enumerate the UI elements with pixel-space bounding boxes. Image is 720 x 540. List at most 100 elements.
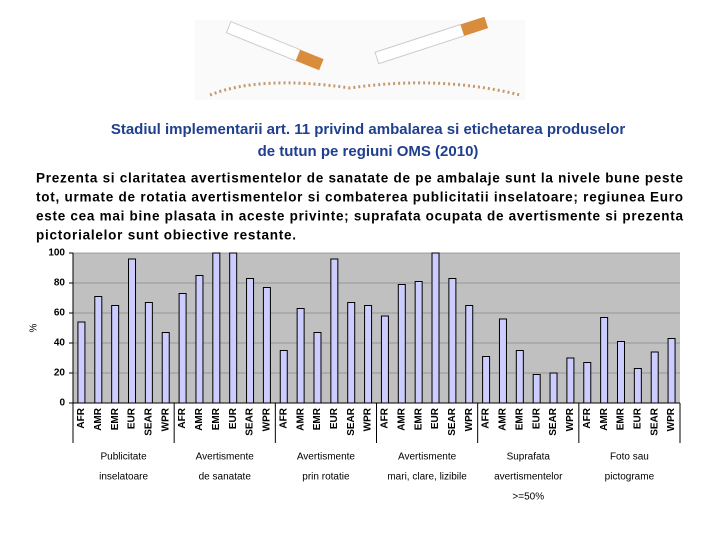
group-label: Avertismente	[196, 452, 255, 463]
bar	[549, 372, 558, 404]
x-tick-label: EUR	[228, 407, 239, 429]
x-tick-label: AMR	[599, 407, 610, 431]
bar	[279, 350, 288, 404]
x-tick-label: EUR	[430, 407, 441, 429]
x-tick-label: WPR	[160, 407, 171, 431]
bar	[262, 287, 271, 404]
y-tick-label: 0	[59, 398, 65, 409]
x-tick-label: AMR	[396, 407, 407, 431]
x-tick-label: SEAR	[649, 407, 660, 436]
x-tick-label: EMR	[110, 407, 121, 430]
bar	[296, 308, 305, 404]
bar	[431, 252, 440, 404]
y-tick-label: 20	[54, 368, 66, 379]
bar	[448, 278, 457, 404]
y-tick-label: 80	[54, 278, 66, 289]
x-tick-label: AFR	[177, 407, 188, 428]
y-tick-label: 60	[54, 308, 66, 319]
x-tick-label: EUR	[329, 407, 340, 429]
x-tick-label: AMR	[295, 407, 306, 431]
group-label: Foto sau	[610, 452, 649, 463]
group-label: pictograme	[605, 472, 655, 483]
cigarette-image	[195, 16, 525, 100]
y-tick-label: 40	[54, 338, 66, 349]
bar	[229, 252, 238, 404]
x-tick-label: SEAR	[245, 407, 256, 436]
bar	[161, 332, 170, 404]
group-label: >=50%	[512, 492, 544, 503]
bar	[650, 351, 659, 404]
subtitle: Prezenta si claritatea avertismentelor d…	[36, 171, 683, 186]
x-tick-label: AMR	[93, 407, 104, 431]
bar	[144, 302, 153, 404]
bar	[532, 374, 541, 404]
chart-title: de tutun pe regiuni OMS (2010)	[258, 143, 479, 160]
bar	[94, 296, 103, 404]
bar	[667, 338, 676, 404]
x-tick-label: AFR	[76, 407, 87, 428]
group-label: Publicitate	[101, 452, 148, 463]
x-tick-label: EUR	[127, 407, 138, 429]
group-label: prin rotatie	[302, 472, 350, 483]
x-tick-label: WPR	[363, 407, 374, 431]
bar	[566, 357, 575, 404]
bar	[600, 317, 609, 404]
subtitle: este cea mai bine plasata in aceste priv…	[36, 209, 683, 224]
bar	[313, 332, 322, 404]
group-label: avertismentelor	[494, 472, 563, 483]
bar	[397, 284, 406, 404]
subtitle: pictorialelor sunt obiective restante.	[36, 228, 296, 243]
chart-title: Stadiul implementarii art. 11 privind am…	[111, 121, 626, 138]
bar	[465, 305, 474, 404]
group-label: de sanatate	[199, 472, 252, 483]
bar	[380, 315, 389, 404]
x-tick-label: EUR	[531, 407, 542, 429]
bar	[195, 275, 204, 404]
x-tick-label: AFR	[380, 407, 391, 428]
subtitle: tot, urmate de rotatia avertismentelor s…	[36, 190, 683, 205]
y-tick-label: 100	[48, 248, 65, 259]
x-tick-label: EMR	[211, 407, 222, 430]
x-tick-label: WPR	[565, 407, 576, 431]
group-label: Avertismente	[398, 452, 457, 463]
bar	[212, 252, 221, 404]
x-tick-label: WPR	[666, 407, 677, 431]
x-tick-label: EMR	[514, 407, 525, 430]
bar	[515, 350, 524, 404]
group-label: inselatoare	[99, 472, 148, 483]
x-tick-label: AFR	[582, 407, 593, 428]
bar	[246, 278, 255, 404]
bar	[111, 305, 120, 404]
bar	[616, 341, 625, 404]
bar	[178, 293, 187, 404]
group-label: mari, clare, lizibile	[387, 472, 467, 483]
x-tick-label: SEAR	[144, 407, 155, 436]
x-tick-label: EUR	[632, 407, 643, 429]
x-tick-label: AFR	[481, 407, 492, 428]
bar	[414, 281, 423, 404]
group-label: Avertismente	[297, 452, 356, 463]
bar	[498, 318, 507, 404]
x-tick-label: AMR	[194, 407, 205, 431]
x-tick-label: EMR	[312, 407, 323, 430]
bar	[128, 258, 137, 404]
x-tick-label: WPR	[262, 407, 273, 431]
group-label: Suprafata	[507, 452, 551, 463]
x-tick-label: SEAR	[346, 407, 357, 436]
y-axis-label: %	[29, 323, 40, 332]
bar	[364, 305, 373, 404]
x-tick-label: SEAR	[447, 407, 458, 436]
bar	[482, 356, 491, 404]
x-tick-label: EMR	[413, 407, 424, 430]
x-tick-label: WPR	[464, 407, 475, 431]
bar	[330, 258, 339, 404]
x-tick-label: EMR	[616, 407, 627, 430]
bar	[77, 321, 86, 404]
x-tick-label: AMR	[498, 407, 509, 431]
x-tick-label: AFR	[278, 407, 289, 428]
x-tick-label: SEAR	[548, 407, 559, 436]
bar	[633, 368, 642, 404]
bar	[583, 362, 592, 404]
bar	[347, 302, 356, 404]
